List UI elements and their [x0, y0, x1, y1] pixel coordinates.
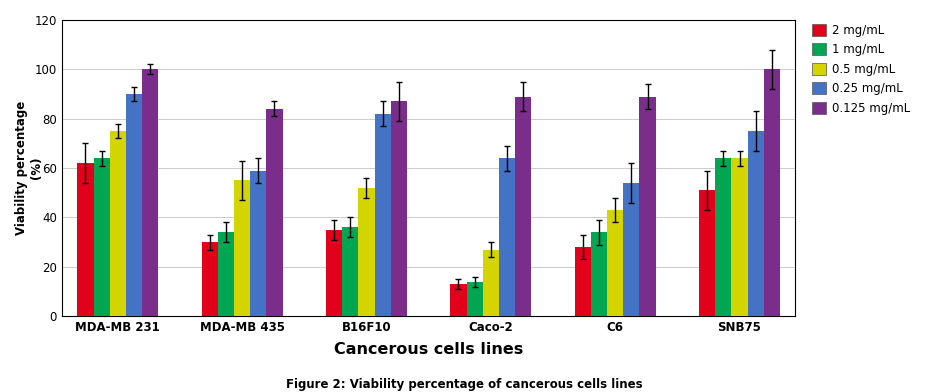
Bar: [574, 247, 590, 316]
Bar: [218, 232, 234, 316]
Bar: [715, 158, 730, 316]
Bar: [110, 131, 125, 316]
Bar: [730, 158, 747, 316]
Bar: [358, 188, 374, 316]
Legend: 2 mg/mL, 1 mg/mL, 0.5 mg/mL, 0.25 mg/mL, 0.125 mg/mL: 2 mg/mL, 1 mg/mL, 0.5 mg/mL, 0.25 mg/mL,…: [808, 20, 913, 118]
Bar: [94, 158, 110, 316]
Bar: [391, 102, 406, 316]
Bar: [483, 250, 498, 316]
Bar: [747, 131, 763, 316]
Bar: [466, 281, 483, 316]
Bar: [606, 210, 623, 316]
Y-axis label: Viability percentage
(%): Viability percentage (%): [15, 101, 43, 235]
Bar: [125, 94, 142, 316]
Bar: [142, 69, 158, 316]
Bar: [326, 230, 342, 316]
Bar: [374, 114, 391, 316]
Text: Figure 2: Viability percentage of cancerous cells lines: Figure 2: Viability percentage of cancer…: [286, 378, 642, 391]
Bar: [266, 109, 282, 316]
Bar: [638, 96, 655, 316]
Bar: [234, 180, 250, 316]
Bar: [77, 163, 94, 316]
Bar: [201, 242, 218, 316]
Bar: [342, 227, 358, 316]
Bar: [699, 191, 715, 316]
Bar: [763, 69, 780, 316]
Bar: [514, 96, 531, 316]
Bar: [590, 232, 606, 316]
Bar: [498, 158, 514, 316]
X-axis label: Cancerous cells lines: Cancerous cells lines: [334, 342, 522, 358]
Bar: [250, 171, 266, 316]
Bar: [623, 183, 638, 316]
Bar: [450, 284, 466, 316]
